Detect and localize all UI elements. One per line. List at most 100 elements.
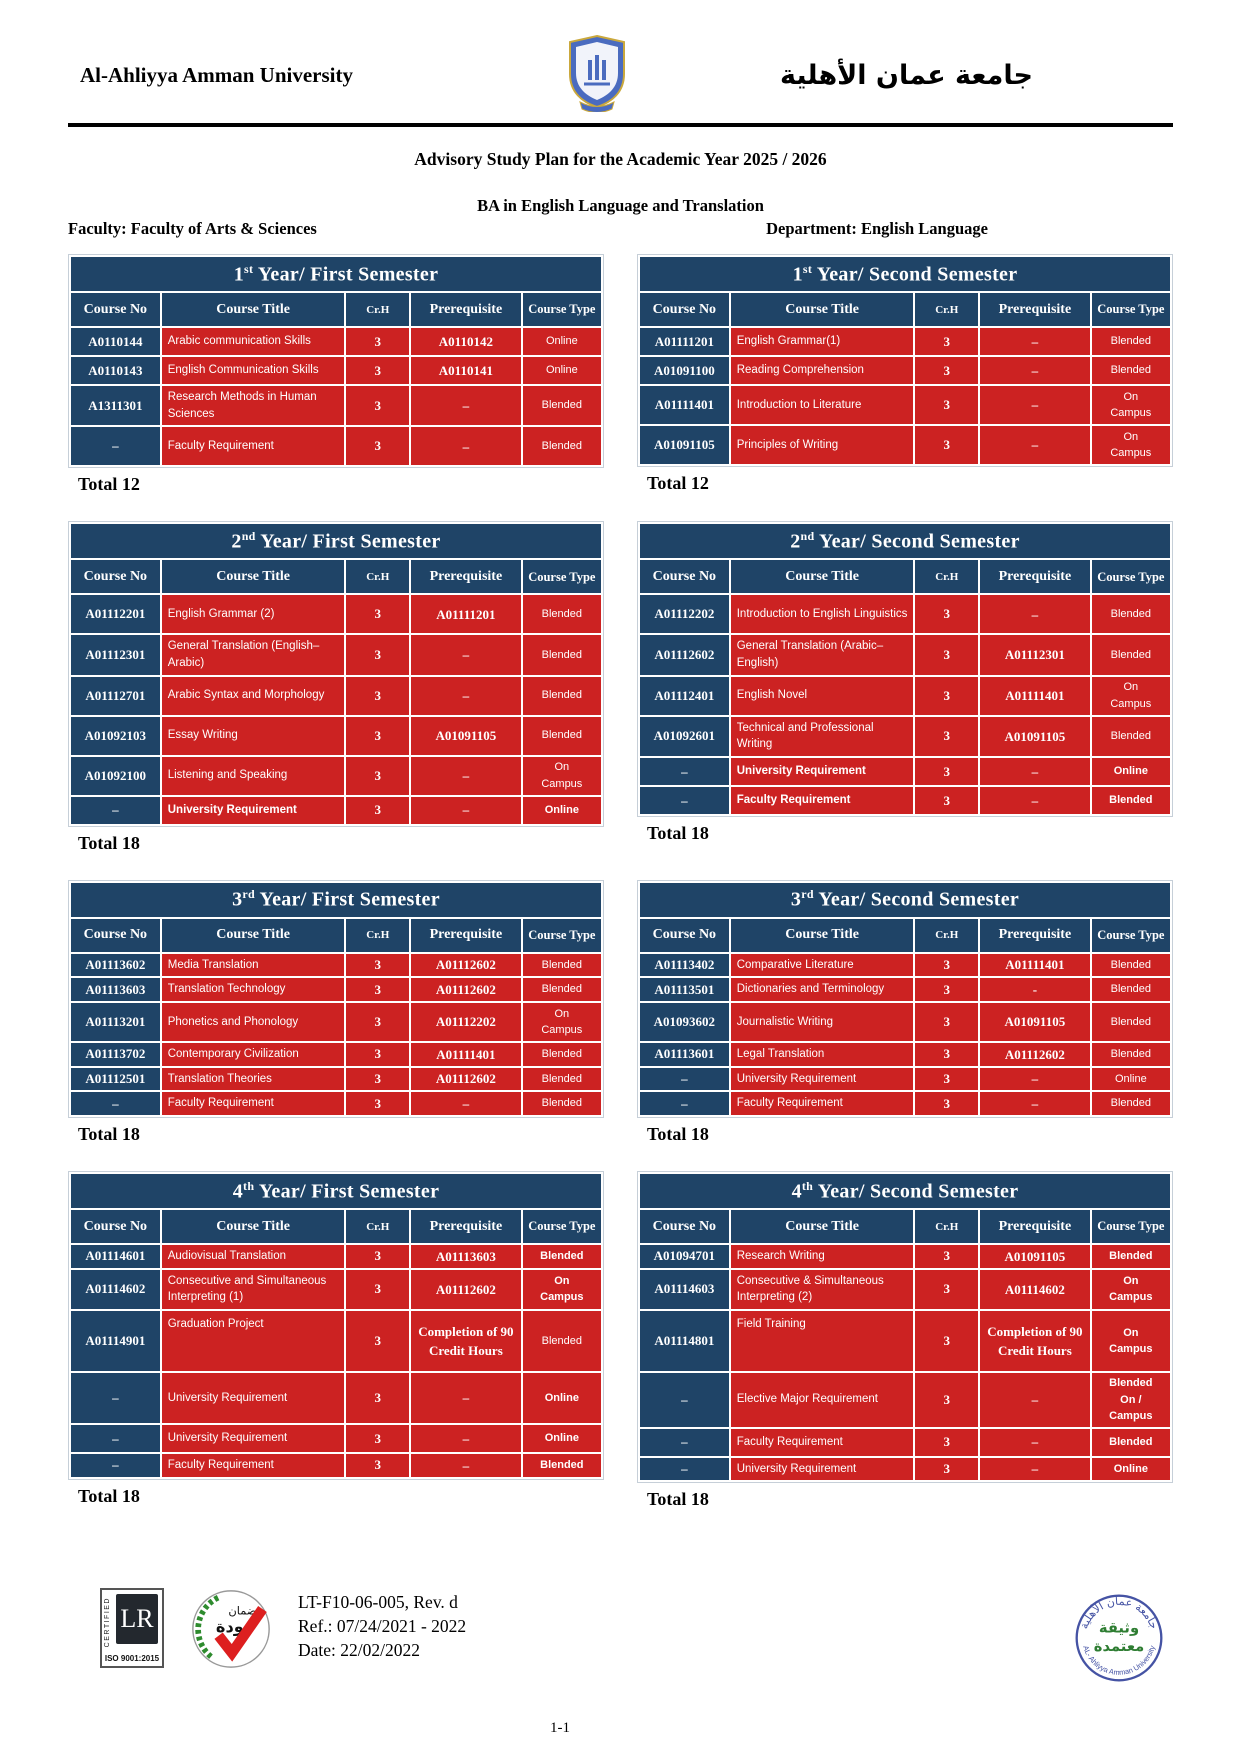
course-title-cell: Media Translation [161, 953, 345, 977]
credit-hours-cell: 3 [915, 953, 979, 977]
prerequisite-cell: – [411, 427, 521, 466]
column-header-credit-hours: Cr.H [346, 293, 410, 326]
document-reference-block: LT-F10-06-005, Rev. d Ref.: 07/24/2021 -… [298, 1590, 466, 1662]
course-type-cell: On Campus [1091, 426, 1170, 464]
prerequisite-cell: – [411, 386, 521, 426]
course-title-cell: Translation Theories [161, 1067, 345, 1091]
prerequisite-cell: – [980, 1428, 1090, 1456]
course-title-cell: Faculty Requirement [730, 1092, 914, 1116]
credit-hours-cell: 3 [346, 1454, 410, 1477]
course-title-cell: University Requirement [161, 1373, 345, 1424]
semester-total: Total 18 [78, 832, 140, 853]
course-title-cell: General Translation (Arabic–English) [730, 635, 914, 675]
semester-title: 3rd Year/ Second Semester [640, 882, 1170, 917]
course-row: A01092601 Technical and Professional Writ… [640, 716, 1170, 757]
course-row: A01112401 English Novel 3 A01111401 On Campu… [640, 676, 1170, 715]
course-title-cell: Reading Comprehension [730, 357, 914, 384]
course-no-cell: A01114603 [640, 1269, 729, 1310]
course-no-cell: – [640, 1428, 729, 1456]
semester-total: Total 18 [647, 1489, 709, 1510]
semester-title: 2nd Year/ First Semester [71, 524, 601, 559]
prerequisite-cell: Completion of 90 Credit Hours [980, 1311, 1090, 1372]
column-header-course-no: Course No [640, 560, 729, 594]
course-no-cell: A01114602 [71, 1269, 160, 1310]
course-row: A01092100 Listening and Speaking 3– On Camp… [71, 756, 601, 795]
column-header-prerequisite: Prerequisite [980, 560, 1090, 594]
page-number: 1-1 [550, 1720, 570, 1736]
semester-title-ordinal-suffix: th [243, 1178, 255, 1193]
credit-hours-cell: 3 [346, 1311, 410, 1372]
course-row: A1311301 Research Methods in Human Scienc… [71, 386, 601, 426]
credit-hours-cell: 3 [915, 758, 979, 786]
course-title-cell: Faculty Requirement [730, 1428, 914, 1456]
course-no-cell: A1311301 [71, 386, 160, 426]
course-row: A01091100 Reading Comprehension 3– Blended [640, 357, 1170, 384]
course-no-cell: A01113201 [71, 1003, 160, 1042]
course-title-cell: Audiovisual Translation [161, 1245, 345, 1268]
semester-title-text: Year/ Second Semester [814, 530, 1020, 553]
column-header-prerequisite: Prerequisite [411, 918, 521, 952]
course-title-cell: Graduation Project [161, 1311, 345, 1372]
course-row: – Faculty Requirement 3– Blended [71, 427, 601, 466]
column-header-course-type: Course Type [522, 560, 601, 594]
course-no-cell: – [71, 427, 160, 466]
credit-hours-cell: 3 [915, 1457, 979, 1481]
course-type-cell: Blended [522, 1245, 601, 1268]
prerequisite-cell: A01111401 [980, 676, 1090, 715]
column-header-row: Course No Course Title Cr.H Prerequisite… [71, 1210, 601, 1244]
prerequisite-cell: – [411, 1454, 521, 1477]
prerequisite-cell: A01091105 [980, 1245, 1090, 1268]
semester-title: 4th Year/ Second Semester [640, 1174, 1170, 1209]
course-no-cell: A01113501 [640, 978, 729, 1002]
course-type-cell: Blended On / Campus [1091, 1373, 1170, 1427]
semester-title-text: Year/ First Semester [255, 530, 441, 553]
credit-hours-cell: 3 [915, 1428, 979, 1456]
approval-stamp-icon: جامعة عمان الأهلية AL- Ahliyya Amman Uni… [1075, 1594, 1163, 1682]
course-type-cell: On Campus [522, 756, 601, 795]
course-row: – Faculty Requirement 3– Blended [640, 787, 1170, 815]
course-no-cell: A01112501 [71, 1067, 160, 1091]
course-no-cell: A01112201 [71, 595, 160, 634]
prerequisite-cell: A01112602 [411, 1269, 521, 1310]
course-row: A01113201 Phonetics and Phonology 3 A011122… [71, 1003, 601, 1042]
semester-title-ordinal-suffix: nd [800, 529, 815, 544]
column-header-course-title: Course Title [730, 918, 914, 952]
prerequisite-cell: A01114602 [980, 1269, 1090, 1310]
prerequisite-cell: A01111401 [411, 1043, 521, 1066]
credit-hours-cell: 3 [346, 716, 410, 755]
prerequisite-cell: – [411, 1425, 521, 1453]
course-no-cell: A0110144 [71, 328, 160, 355]
credit-hours-cell: 3 [915, 1003, 979, 1042]
prerequisite-cell: – [980, 386, 1090, 424]
prerequisite-cell: – [980, 1092, 1090, 1116]
course-no-cell: A01112301 [71, 635, 160, 675]
column-header-prerequisite: Prerequisite [411, 560, 521, 594]
semester-table: 1st Year/ Second Semester Course No Cour… [637, 254, 1173, 467]
course-title-cell: Comparative Literature [730, 953, 914, 977]
course-type-cell: Blended [522, 1043, 601, 1066]
document-ref: Ref.: 07/24/2021 - 2022 [298, 1616, 467, 1637]
course-row: A01113602 Media Translation 3 A01112602 Blen… [71, 953, 601, 977]
column-header-course-no: Course No [640, 1210, 729, 1244]
footer: CERTIFIED LR ISO 9001:2015 ضمان جودة LT-… [100, 1588, 466, 1675]
credit-hours-cell: 3 [915, 1067, 979, 1091]
credit-hours-cell: 3 [915, 676, 979, 715]
course-type-cell: Blended [1091, 1092, 1170, 1116]
column-header-course-title: Course Title [161, 918, 345, 952]
column-header-course-type: Course Type [522, 1210, 601, 1244]
course-row: – University Requirement 3– Online [71, 1425, 601, 1453]
course-title-cell: University Requirement [161, 1425, 345, 1453]
semester-title: 1st Year/ Second Semester [640, 257, 1170, 291]
course-row: A01114801 Field Training 3 Completion of 90… [640, 1311, 1170, 1372]
course-title-cell: Faculty Requirement [730, 787, 914, 815]
prerequisite-cell: A01111201 [411, 595, 521, 634]
credit-hours-cell: 3 [915, 1245, 979, 1268]
course-row: – University Requirement 3– Online [640, 1067, 1170, 1091]
semester-table: 4th Year/ Second Semester Course No Cour… [637, 1171, 1173, 1484]
course-no-cell: A01112202 [640, 595, 729, 634]
course-title-cell: Essay Writing [161, 716, 345, 755]
course-type-cell: Blended [522, 635, 601, 675]
semester-title-ordinal-suffix: st [244, 261, 254, 276]
course-no-cell: A01092100 [71, 756, 160, 795]
